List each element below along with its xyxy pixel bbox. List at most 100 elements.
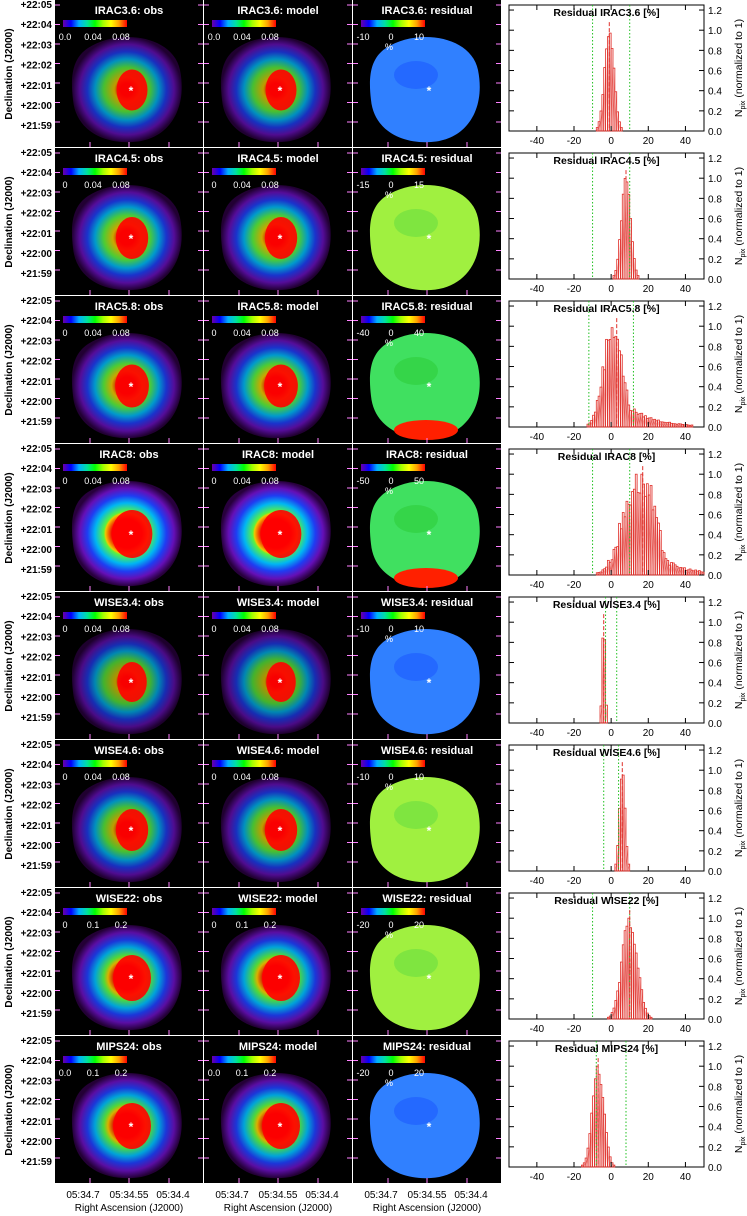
colorbar-tick-label: 0 xyxy=(211,920,216,930)
histogram-title: Residual IRAC5.8 [%] xyxy=(553,303,659,315)
colorbar xyxy=(63,20,127,27)
hist-y-label-sub: pix xyxy=(740,100,747,109)
histogram-title: Residual WISE4.6 [%] xyxy=(553,747,660,759)
hist-y-tick-label: 0.0 xyxy=(708,1163,722,1174)
histogram-frame xyxy=(508,448,705,576)
colorbar xyxy=(63,760,127,767)
residual-unit-label: % xyxy=(385,1078,393,1088)
center-marker: * xyxy=(129,84,134,98)
residual-unit-label: % xyxy=(385,42,393,52)
colorbar-tick-label: 0 xyxy=(388,920,393,930)
hist-y-tick-label: 1.2 xyxy=(708,746,722,757)
residual-hot-edge xyxy=(394,420,458,440)
hist-y-label-sub: pix xyxy=(740,692,747,701)
residual-title: MIPS24: residual xyxy=(383,1041,471,1053)
colorbar-tick-label: 0.04 xyxy=(84,772,102,782)
center-marker: * xyxy=(129,232,134,246)
colorbar-tick-label: 0 xyxy=(62,772,67,782)
hist-y-label-main: N xyxy=(733,258,745,266)
hist-y-tick-label: 0.0 xyxy=(708,867,722,878)
hist-y-label-main: N xyxy=(733,850,745,858)
dec-tick-label: +22:02 xyxy=(21,801,53,812)
colorbar-tick-label: 0.08 xyxy=(112,772,130,782)
dec-tick-label: +22:04 xyxy=(21,20,53,31)
colorbar-tick-label: 0.04 xyxy=(84,328,102,338)
hist-x-tick-label: 40 xyxy=(680,136,692,147)
model-panel: * WISE3.4: model 0 0.04 0.08 xyxy=(204,592,352,739)
dec-tick-label: +22:02 xyxy=(21,209,53,220)
colorbar xyxy=(63,908,127,915)
dec-tick-label: +22:02 xyxy=(21,505,53,516)
colorbar-tick-label: 0.04 xyxy=(84,32,102,42)
hist-x-tick-label: 0 xyxy=(608,432,614,443)
colorbar xyxy=(361,464,425,471)
colorbar-tick-label: 0 xyxy=(62,624,67,634)
colorbar-tick-label: 0 xyxy=(388,180,393,190)
hist-x-tick-label: 20 xyxy=(643,284,655,295)
histogram-panel: Residual IRAC3.6 [%] -40 -20 0 20 40 0.0 0.2 0.4… xyxy=(508,4,747,147)
hist-y-tick-label: 0.0 xyxy=(708,127,722,138)
hist-y-tick-label: 0.6 xyxy=(708,363,722,374)
center-marker: * xyxy=(427,84,432,98)
colorbar xyxy=(63,464,127,471)
dec-tick-label: +22:03 xyxy=(21,336,53,347)
histogram-hatch xyxy=(596,474,705,576)
colorbar-tick-label: 0 xyxy=(211,772,216,782)
histogram-frame xyxy=(508,744,705,872)
dec-tick-label: +22:03 xyxy=(21,188,53,199)
histogram-hatch xyxy=(586,327,694,428)
dec-tick-label: +22:00 xyxy=(21,397,53,408)
model-title: IRAC5.8: model xyxy=(237,301,318,313)
hist-x-tick-label: -20 xyxy=(567,284,582,295)
hist-y-axis-label: Npix (normalized to 1) xyxy=(733,907,747,1005)
hist-y-tick-label: 0.4 xyxy=(708,975,722,986)
hist-x-tick-label: 20 xyxy=(643,876,655,887)
dec-axis-label: Declination (J2000) xyxy=(4,620,15,711)
residual-panel: * IRAC8: residual -50 0 50% xyxy=(353,444,501,591)
hist-x-tick-label: 20 xyxy=(643,432,655,443)
dec-tick-label: +22:05 xyxy=(21,740,53,751)
ra-axis-label: Right Ascension (J2000) xyxy=(373,1203,481,1214)
model-title: IRAC3.6: model xyxy=(237,5,318,17)
residual-unit-label: % xyxy=(385,634,393,644)
colorbar-tick-label: 0.04 xyxy=(233,476,251,486)
dec-axis-label: Declination (J2000) xyxy=(4,28,15,119)
hist-y-tick-label: 1.2 xyxy=(708,598,722,609)
dec-tick-label: +22:05 xyxy=(21,148,53,159)
colorbar-tick-label: 0.04 xyxy=(233,624,251,634)
ra-tick-label: 05:34.7 xyxy=(364,1190,398,1201)
dec-tick-label: +22:02 xyxy=(21,1097,53,1108)
histogram-frame xyxy=(508,596,705,724)
hist-y-tick-label: 0.6 xyxy=(708,659,722,670)
colorbar-tick-label: 20 xyxy=(414,1068,424,1078)
core-emission xyxy=(113,955,151,1001)
dec-tick-label: +22:03 xyxy=(21,632,53,643)
center-marker: * xyxy=(427,972,432,986)
hist-y-tick-label: 0.6 xyxy=(708,955,722,966)
dec-axis: +22:05 +22:04 +22:03 +22:02 +22:01 +22:00 +21:… xyxy=(4,148,52,280)
residual-feature xyxy=(394,801,438,829)
hist-y-label-rest: (normalized to 1) xyxy=(733,1055,745,1137)
core-emission xyxy=(262,1103,300,1149)
histogram-bar xyxy=(612,1164,616,1168)
dec-tick-label: +22:00 xyxy=(21,693,53,704)
dec-tick-label: +22:00 xyxy=(21,101,53,112)
hist-y-label-sub: pix xyxy=(740,544,747,553)
dec-tick-label: +22:02 xyxy=(21,357,53,368)
hist-y-tick-label: 0.0 xyxy=(708,719,722,730)
core-emission xyxy=(117,662,147,702)
colorbar-tick-label: 0.0 xyxy=(208,1068,221,1078)
residual-map xyxy=(369,36,480,143)
hist-y-label-rest: (normalized to 1) xyxy=(733,167,745,249)
residual-panel: * MIPS24: residual -20 0 20% xyxy=(353,1036,501,1183)
hist-x-tick-label: 20 xyxy=(643,580,655,591)
dec-tick-label: +22:04 xyxy=(21,1056,53,1067)
colorbar-tick-label: 0.1 xyxy=(87,920,100,930)
model-panel: * MIPS24: model 0.0 0.1 0.2 xyxy=(204,1036,352,1183)
colorbar-tick-label: 10 xyxy=(414,624,424,634)
colorbar-tick-label: 0 xyxy=(62,180,67,190)
residual-map xyxy=(369,924,480,1031)
hist-y-axis-label: Npix (normalized to 1) xyxy=(733,167,747,265)
dec-tick-label: +22:01 xyxy=(21,673,53,684)
hist-x-tick-label: -40 xyxy=(530,1024,545,1035)
